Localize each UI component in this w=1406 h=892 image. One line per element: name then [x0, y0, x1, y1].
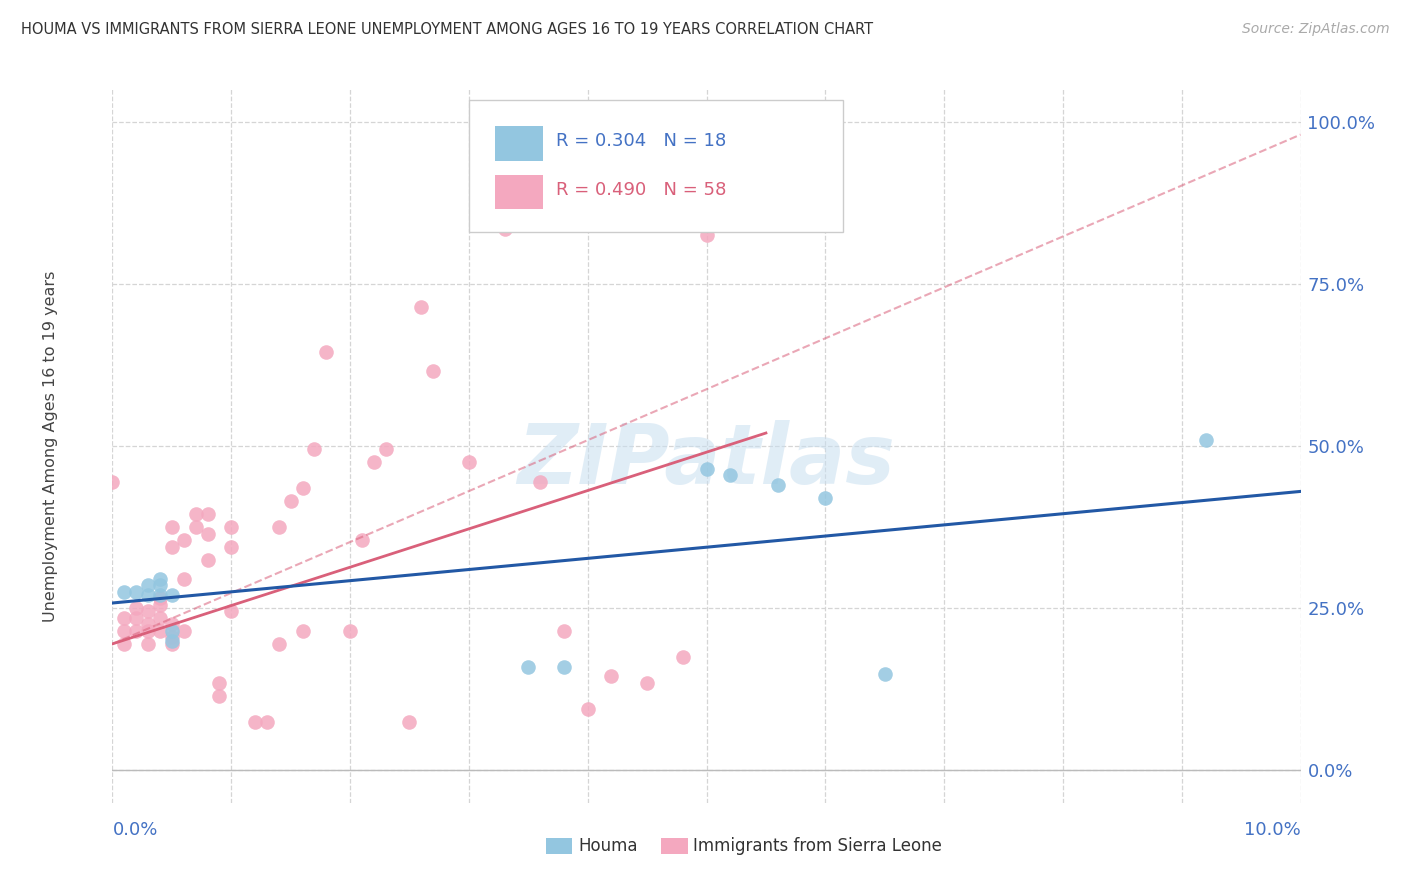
Point: [112, 637, 135, 651]
Point: [363, 455, 385, 469]
Point: [553, 659, 575, 673]
Point: [149, 588, 172, 602]
Point: [243, 714, 266, 729]
Point: [160, 637, 183, 651]
Point: [160, 617, 183, 632]
Point: [173, 572, 195, 586]
Point: [398, 714, 420, 729]
Point: [411, 300, 433, 314]
Point: [696, 228, 718, 243]
Point: [350, 533, 373, 547]
Point: [529, 475, 551, 489]
Point: [219, 520, 242, 534]
Point: [173, 624, 195, 638]
Point: [136, 588, 159, 602]
Point: [873, 667, 896, 681]
Point: [553, 624, 575, 638]
Point: [112, 585, 135, 599]
Point: [219, 604, 242, 618]
Text: HOUMA VS IMMIGRANTS FROM SIERRA LEONE UNEMPLOYMENT AMONG AGES 16 TO 19 YEARS COR: HOUMA VS IMMIGRANTS FROM SIERRA LEONE UN…: [21, 22, 873, 37]
Point: [197, 507, 219, 521]
Point: [291, 624, 314, 638]
Point: [267, 637, 290, 651]
Point: [160, 588, 183, 602]
Text: R = 0.490   N = 58: R = 0.490 N = 58: [555, 181, 725, 199]
Point: [636, 675, 658, 690]
Point: [136, 637, 159, 651]
Text: Houma: Houma: [578, 838, 638, 855]
Text: 10.0%: 10.0%: [1244, 821, 1301, 838]
FancyBboxPatch shape: [495, 127, 543, 161]
Point: [149, 591, 172, 606]
Point: [125, 624, 148, 638]
Point: [197, 526, 219, 541]
Point: [136, 604, 159, 618]
Point: [112, 611, 135, 625]
Point: [208, 675, 231, 690]
Point: [136, 578, 159, 592]
Point: [208, 689, 231, 703]
Point: [136, 617, 159, 632]
Point: [125, 585, 148, 599]
Point: [112, 624, 135, 638]
Text: Immigrants from Sierra Leone: Immigrants from Sierra Leone: [693, 838, 942, 855]
Point: [160, 631, 183, 645]
Point: [291, 481, 314, 495]
Text: R = 0.304   N = 18: R = 0.304 N = 18: [555, 132, 725, 150]
Point: [600, 669, 623, 683]
Point: [718, 468, 741, 483]
Point: [1194, 433, 1216, 447]
Point: [160, 540, 183, 554]
FancyBboxPatch shape: [546, 838, 572, 855]
Point: [672, 649, 695, 664]
FancyBboxPatch shape: [470, 100, 844, 232]
Point: [149, 598, 172, 612]
Point: [160, 520, 183, 534]
Point: [422, 364, 444, 378]
FancyBboxPatch shape: [661, 838, 688, 855]
Point: [149, 572, 172, 586]
Point: [149, 624, 172, 638]
Point: [160, 624, 183, 638]
Point: [267, 520, 290, 534]
Point: [280, 494, 302, 508]
Point: [149, 578, 172, 592]
Point: [374, 442, 396, 457]
Point: [766, 478, 789, 492]
Point: [101, 475, 124, 489]
Point: [197, 552, 219, 566]
Text: 0.0%: 0.0%: [112, 821, 157, 838]
Point: [576, 702, 599, 716]
Point: [173, 533, 195, 547]
Point: [339, 624, 361, 638]
Text: Source: ZipAtlas.com: Source: ZipAtlas.com: [1241, 22, 1389, 37]
Point: [149, 611, 172, 625]
Text: ZIPatlas: ZIPatlas: [517, 420, 896, 500]
Point: [125, 611, 148, 625]
Point: [517, 659, 540, 673]
Point: [184, 507, 207, 521]
Text: Unemployment Among Ages 16 to 19 years: Unemployment Among Ages 16 to 19 years: [44, 270, 58, 622]
Point: [304, 442, 326, 457]
Point: [457, 455, 479, 469]
Point: [136, 624, 159, 638]
Point: [125, 601, 148, 615]
Point: [315, 345, 337, 359]
Point: [256, 714, 278, 729]
Point: [184, 520, 207, 534]
Point: [494, 221, 516, 235]
FancyBboxPatch shape: [495, 175, 543, 209]
Point: [814, 491, 837, 505]
Point: [696, 461, 718, 475]
Point: [219, 540, 242, 554]
Point: [160, 633, 183, 648]
